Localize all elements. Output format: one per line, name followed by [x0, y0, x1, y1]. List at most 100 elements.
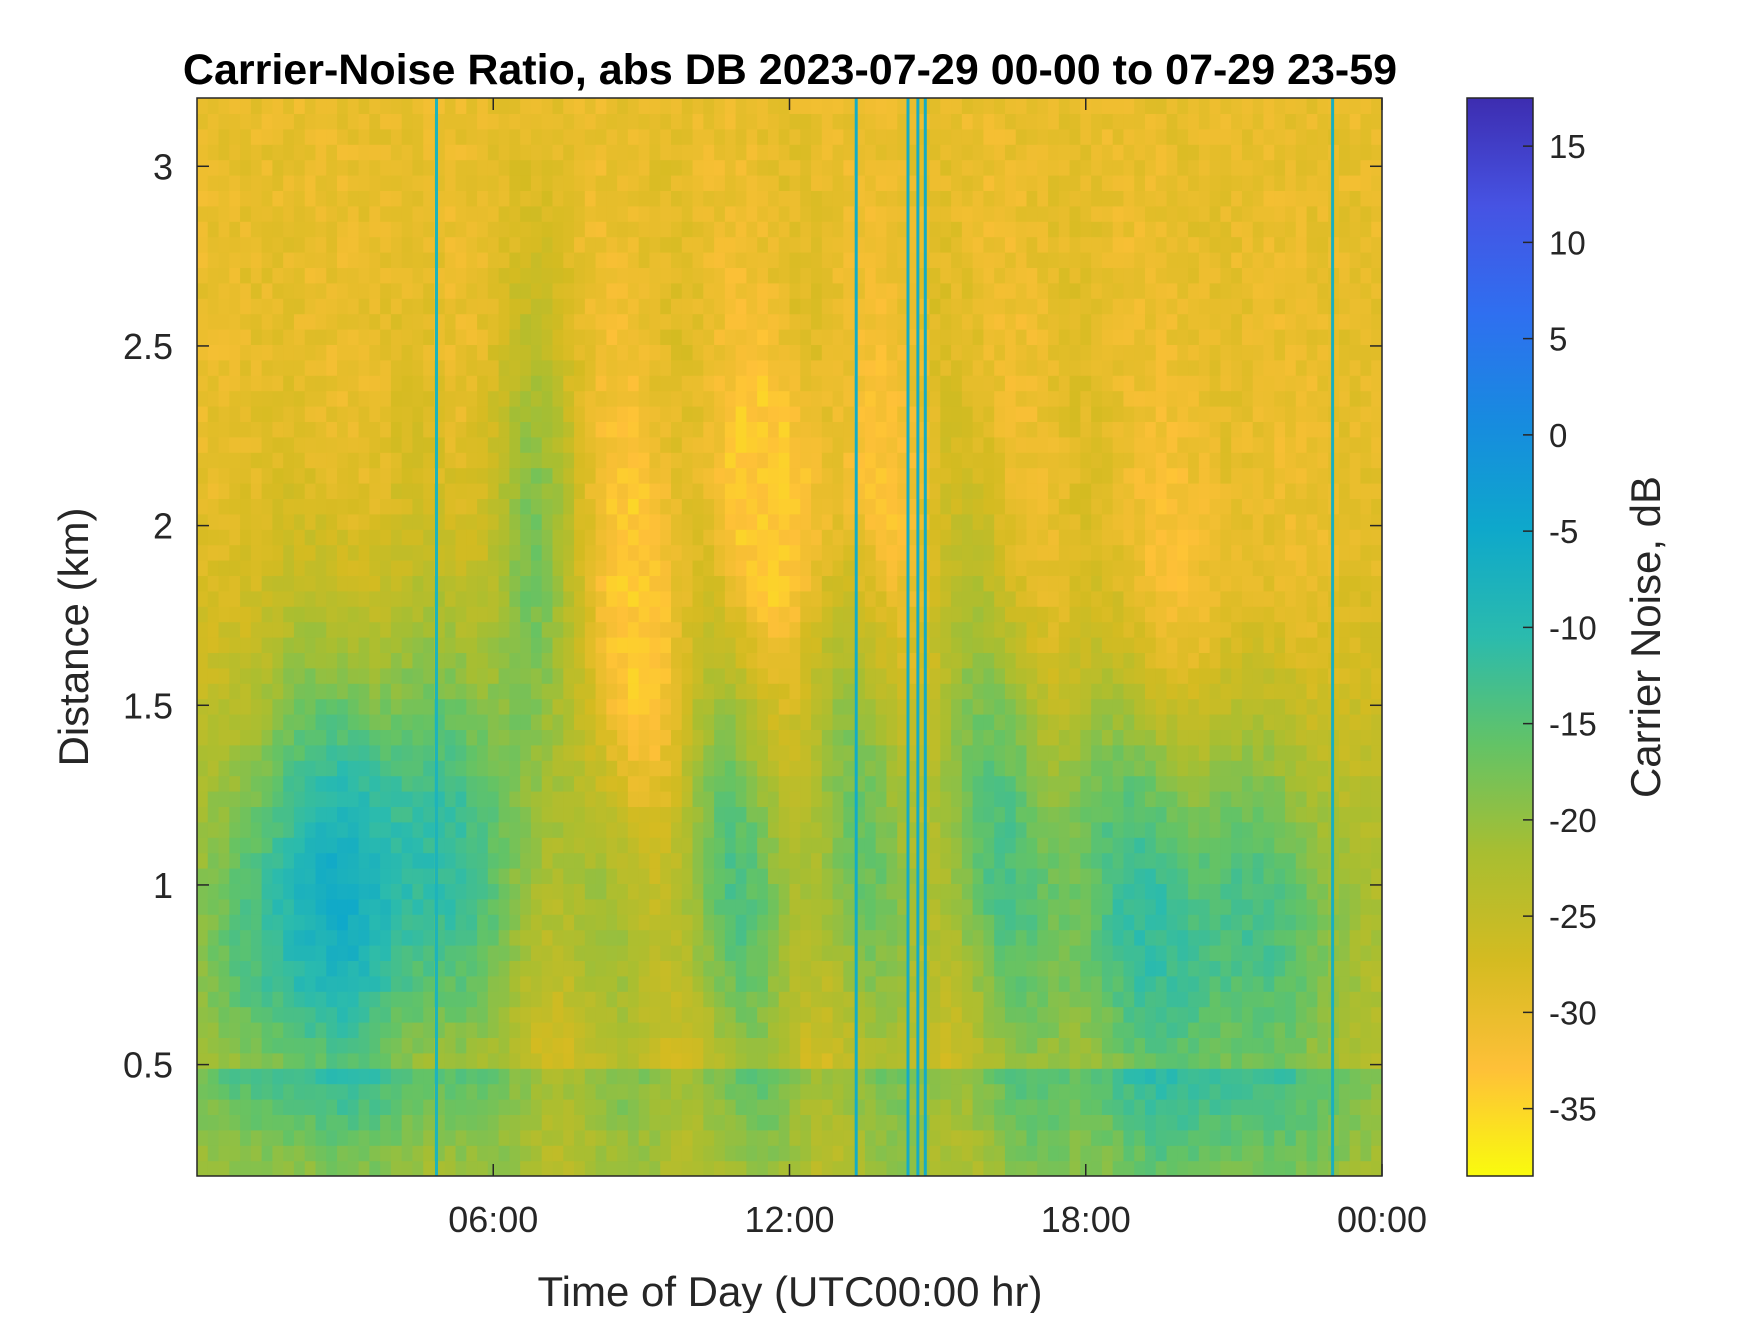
- heat-cell: [746, 652, 758, 669]
- heat-cell: [703, 1083, 715, 1100]
- heat-cell: [240, 775, 252, 792]
- heat-cell: [207, 467, 220, 484]
- heat-cell: [541, 775, 554, 792]
- heat-cell: [584, 575, 597, 592]
- heat-cell: [563, 529, 575, 546]
- heat-cell: [638, 452, 651, 469]
- heat-cell: [487, 205, 500, 222]
- heat-cell: [606, 837, 618, 854]
- heat-cell: [703, 498, 715, 515]
- heat-cell: [358, 975, 370, 992]
- heat-cell: [757, 390, 769, 407]
- heat-cell: [250, 1068, 263, 1085]
- heat-cell: [444, 1145, 457, 1162]
- heat-cell: [832, 606, 844, 623]
- heat-cell: [207, 513, 220, 530]
- heat-cell: [466, 883, 478, 900]
- heat-cell: [293, 221, 306, 238]
- heat-cell: [509, 775, 521, 792]
- heat-cell: [240, 945, 252, 961]
- heat-cell: [380, 991, 392, 1008]
- heat-cell: [595, 128, 607, 145]
- heat-cell: [293, 744, 306, 761]
- heat-cell: [509, 205, 521, 222]
- heat-cell: [304, 1145, 317, 1162]
- heat-cell: [423, 159, 435, 176]
- heat-cell: [541, 821, 554, 838]
- heat-cell: [304, 960, 317, 977]
- heat-cell: [466, 960, 478, 977]
- heat-cell: [240, 436, 252, 453]
- heat-cell: [197, 98, 209, 114]
- heat-cell: [207, 868, 220, 884]
- heat-cell: [940, 1160, 952, 1176]
- heat-cell: [681, 821, 694, 838]
- heat-cell: [315, 560, 327, 576]
- heat-cell: [315, 390, 327, 407]
- heat-cell: [649, 1145, 661, 1162]
- heat-cell: [412, 421, 424, 438]
- heat-cell: [218, 236, 230, 253]
- heat-cell: [714, 652, 726, 669]
- heat-cell: [649, 991, 661, 1008]
- heat-cell: [390, 544, 403, 561]
- heat-cell: [757, 344, 769, 361]
- heat-cell: [347, 236, 360, 253]
- heat-cell: [940, 898, 952, 915]
- heat-cell: [864, 837, 877, 854]
- heat-cell: [434, 729, 446, 746]
- heat-cell: [875, 267, 888, 284]
- heat-cell: [477, 513, 489, 530]
- heat-cell: [380, 852, 392, 869]
- heat-cell: [358, 359, 370, 376]
- heat-cell: [800, 575, 812, 592]
- heat-cell: [714, 513, 726, 530]
- heat-cell: [498, 1160, 511, 1176]
- heat-cell: [746, 1068, 758, 1085]
- heat-cell: [574, 1099, 586, 1115]
- heat-cell: [197, 914, 209, 931]
- heat-cell: [207, 929, 220, 946]
- heat-cell: [951, 914, 963, 931]
- heat-cell: [574, 821, 586, 838]
- heat-cell: [207, 267, 220, 284]
- heat-cell: [627, 1052, 640, 1069]
- heat-cell: [627, 1006, 640, 1023]
- heat-cell: [897, 144, 909, 161]
- heat-cell: [509, 1037, 521, 1054]
- heat-cell: [272, 205, 284, 222]
- heat-cell: [358, 98, 370, 114]
- heat-cell: [584, 113, 597, 130]
- heat-cell: [843, 421, 855, 438]
- heat-cell: [681, 868, 694, 884]
- heat-cell: [800, 667, 812, 684]
- heat-cell: [369, 175, 381, 191]
- heat-cell: [487, 914, 500, 931]
- heat-cell: [304, 529, 317, 546]
- heat-cell: [477, 698, 489, 715]
- heat-cell: [660, 98, 672, 114]
- heat-cell: [207, 529, 220, 546]
- heat-cell: [886, 1160, 898, 1176]
- heat-cell: [250, 868, 263, 884]
- heat-cell: [229, 590, 241, 607]
- heat-cell: [735, 421, 748, 438]
- heat-cell: [649, 359, 661, 376]
- heat-cell: [703, 960, 715, 977]
- heat-cell: [401, 975, 414, 992]
- heat-cell: [455, 1052, 467, 1069]
- heat-cell: [455, 714, 467, 730]
- heat-cell: [843, 744, 855, 761]
- heat-cell: [358, 1022, 370, 1038]
- heat-cell: [304, 298, 317, 315]
- heat-cell: [692, 498, 704, 515]
- heat-cell: [617, 467, 629, 484]
- heat-cell: [778, 159, 791, 176]
- heat-cell: [843, 436, 855, 453]
- heat-cell: [864, 698, 877, 715]
- heat-cell: [574, 329, 586, 345]
- heat-cell: [940, 1083, 952, 1100]
- heat-cell: [401, 190, 414, 207]
- heat-cell: [574, 960, 586, 977]
- heat-cell: [832, 960, 844, 977]
